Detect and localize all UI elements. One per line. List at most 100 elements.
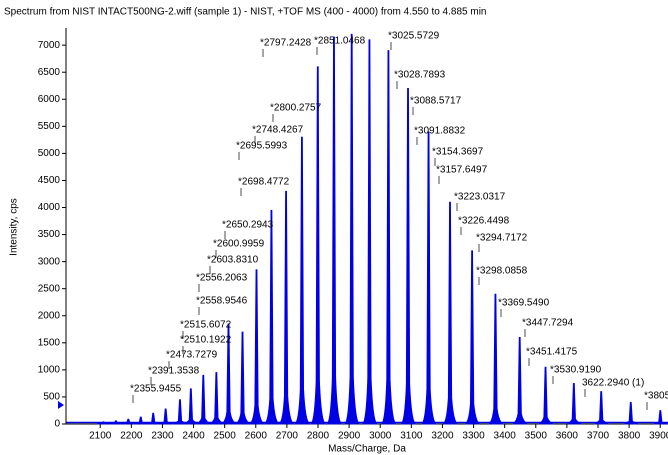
annotation: *3294.7172 <box>476 233 528 244</box>
peak <box>593 391 610 425</box>
x-tick-label: 2600 <box>245 431 268 442</box>
peak <box>278 190 295 425</box>
annotation: *2800.2757 <box>270 103 322 114</box>
peak <box>623 401 639 425</box>
peak <box>310 66 326 425</box>
peak <box>221 323 237 425</box>
annotation: *2355.9455 <box>130 384 182 395</box>
annotation: *2797.2428 <box>260 38 312 49</box>
y-tick-label: 3500 <box>38 229 61 240</box>
y-tick-label: 6000 <box>38 94 61 105</box>
peak <box>653 410 668 425</box>
marker-arrow <box>58 401 64 409</box>
annotation: *3157.6497 <box>436 165 488 176</box>
peak <box>512 337 528 425</box>
x-tick-label: 2300 <box>151 431 174 442</box>
y-tick-label: 7000 <box>38 40 61 51</box>
y-tick-label: 1500 <box>38 337 61 348</box>
annotation: *3091.8832 <box>414 126 466 137</box>
annotation: *3223.0317 <box>454 192 506 203</box>
chart-title: Spectrum from NIST INTACT500NG-2.wiff (s… <box>4 7 486 18</box>
x-tick-label: 2500 <box>214 431 237 442</box>
peak <box>145 412 162 425</box>
x-tick-label: 3200 <box>431 431 454 442</box>
annotation: *3154.3697 <box>432 147 484 158</box>
x-tick-label: 3500 <box>525 431 548 442</box>
y-tick-label: 2000 <box>38 310 61 321</box>
y-tick-label: 5500 <box>38 121 61 132</box>
annotation: *2695.5993 <box>236 141 288 152</box>
annotation: *2515.6072 <box>180 320 232 331</box>
annotation: *2556.2063 <box>196 273 248 284</box>
peak <box>183 388 199 425</box>
x-tick-label: 3300 <box>462 431 485 442</box>
peak <box>209 372 225 425</box>
annotation: *3447.7294 <box>522 318 574 329</box>
y-tick-label: 1000 <box>38 365 61 376</box>
annotation: *2748.4267 <box>252 125 304 136</box>
peak <box>294 136 311 425</box>
peak <box>381 50 397 425</box>
y-tick-label: 3000 <box>38 256 61 267</box>
y-tick-label: 500 <box>43 392 60 403</box>
peak <box>172 399 189 425</box>
annotation: *3025.5729 <box>388 31 440 42</box>
y-tick-label: 6500 <box>38 67 61 78</box>
x-axis-label: Mass/Charge, Da <box>328 444 406 455</box>
annotation: *3369.5490 <box>498 298 550 309</box>
x-tick-label: 3800 <box>618 431 641 442</box>
peak <box>235 331 251 425</box>
x-tick-label: 3000 <box>369 431 392 442</box>
annotation: *2603.8310 <box>207 255 259 266</box>
peak <box>108 420 124 425</box>
peak <box>326 36 343 425</box>
peak <box>400 88 417 425</box>
annotation: *2851.0468 <box>314 36 366 47</box>
annotation: *3451.4175 <box>526 347 578 358</box>
annotation: *3530.9190 <box>550 365 602 376</box>
peak <box>344 33 360 425</box>
x-tick-label: 3400 <box>494 431 517 442</box>
peak <box>362 39 378 425</box>
x-tick-label: 2100 <box>89 431 112 442</box>
peak <box>121 418 137 425</box>
x-tick-label: 3700 <box>587 431 610 442</box>
x-tick-label: 2200 <box>120 431 143 442</box>
annotation: *3028.7893 <box>394 70 446 81</box>
annotation: *3226.4498 <box>458 216 510 227</box>
peak <box>158 408 174 425</box>
x-tick-label: 2400 <box>182 431 205 442</box>
y-tick-label: 4000 <box>38 202 61 213</box>
peak <box>264 209 280 425</box>
peak <box>538 366 554 425</box>
annotation: *2558.9546 <box>196 296 248 307</box>
peak <box>96 421 112 425</box>
x-tick-label: 2700 <box>276 431 299 442</box>
y-tick-label: 2500 <box>38 283 61 294</box>
peak <box>421 131 437 425</box>
annotation: *2600.9959 <box>213 239 265 250</box>
annotation: *2650.2943 <box>222 220 274 231</box>
annotation: *2391.3538 <box>148 366 200 377</box>
plot-area <box>66 33 668 425</box>
peak <box>464 250 481 425</box>
peak <box>442 201 459 425</box>
x-tick-label: 2800 <box>307 431 330 442</box>
peak <box>488 293 504 425</box>
annotation: *2698.4772 <box>238 177 290 188</box>
peak <box>566 383 582 425</box>
x-tick-label: 2900 <box>338 431 361 442</box>
y-tick-label: 4500 <box>38 175 61 186</box>
y-axis-label: Intensity, cps <box>9 198 20 256</box>
peak <box>133 416 149 425</box>
x-tick-label: 3100 <box>400 431 423 442</box>
annotation: *3298.0858 <box>476 266 528 277</box>
peak <box>196 374 212 425</box>
annotation: *2473.7279 <box>166 350 218 361</box>
x-tick-label: 3900 <box>649 431 668 442</box>
y-tick-label: 5000 <box>38 148 61 159</box>
x-tick-label: 3600 <box>556 431 579 442</box>
y-tick-label: 0 <box>54 419 60 430</box>
annotation: *3088.5717 <box>410 96 462 107</box>
